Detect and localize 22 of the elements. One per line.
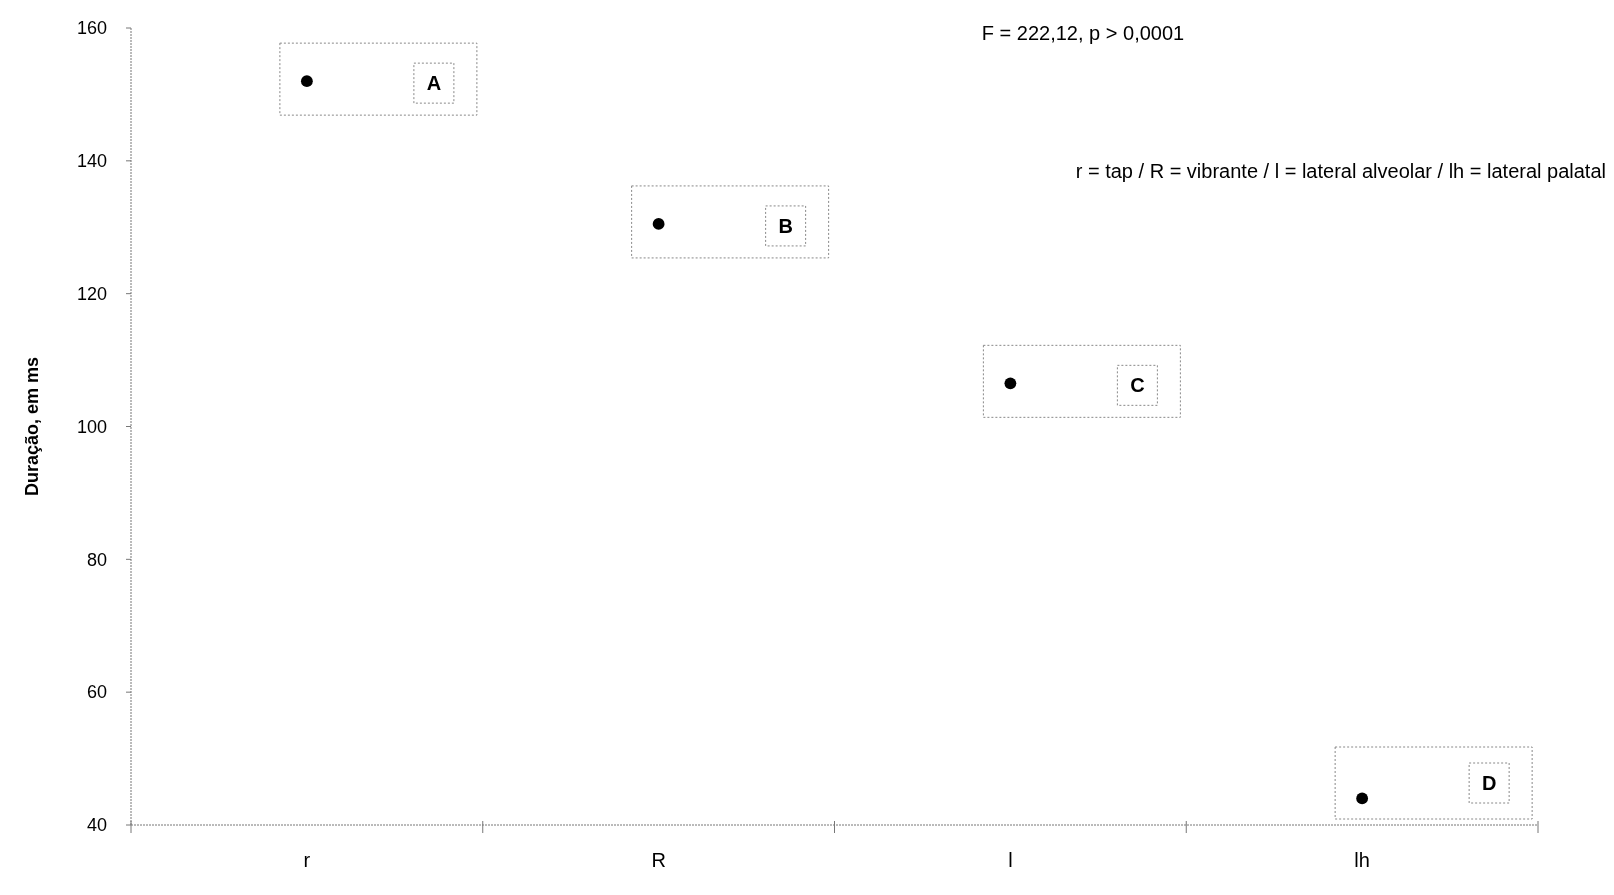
annotation: A — [426, 72, 442, 95]
y-tick-label: 140 — [76, 151, 107, 172]
annotation: B — [778, 214, 793, 237]
x-tick-label: r — [303, 849, 311, 871]
y-tick-label: 120 — [76, 283, 107, 304]
x-tick-label: l — [1008, 849, 1013, 871]
y-tick-label: 100 — [76, 416, 107, 437]
annotation: C — [1130, 374, 1145, 397]
y-tick-label: 60 — [86, 682, 107, 703]
point — [300, 75, 313, 88]
point — [1004, 377, 1017, 390]
y-tick-label: 40 — [86, 815, 107, 836]
annotation: r = tap / R = vibrante / l = lateral alveolar / lh = lateral palatal — [1075, 160, 1606, 182]
point — [652, 218, 665, 230]
y-tick-label: 80 — [86, 549, 107, 570]
point — [1356, 792, 1369, 805]
annotation: D — [1481, 772, 1497, 794]
x-tick-label: R — [651, 849, 666, 871]
annotation: F = 222,12, p > 0,0001 — [981, 22, 1185, 44]
y-axis-title: Duração, em ms — [22, 356, 42, 497]
x-tick-label: lh — [1354, 849, 1370, 871]
y-tick-label: 160 — [76, 18, 107, 39]
